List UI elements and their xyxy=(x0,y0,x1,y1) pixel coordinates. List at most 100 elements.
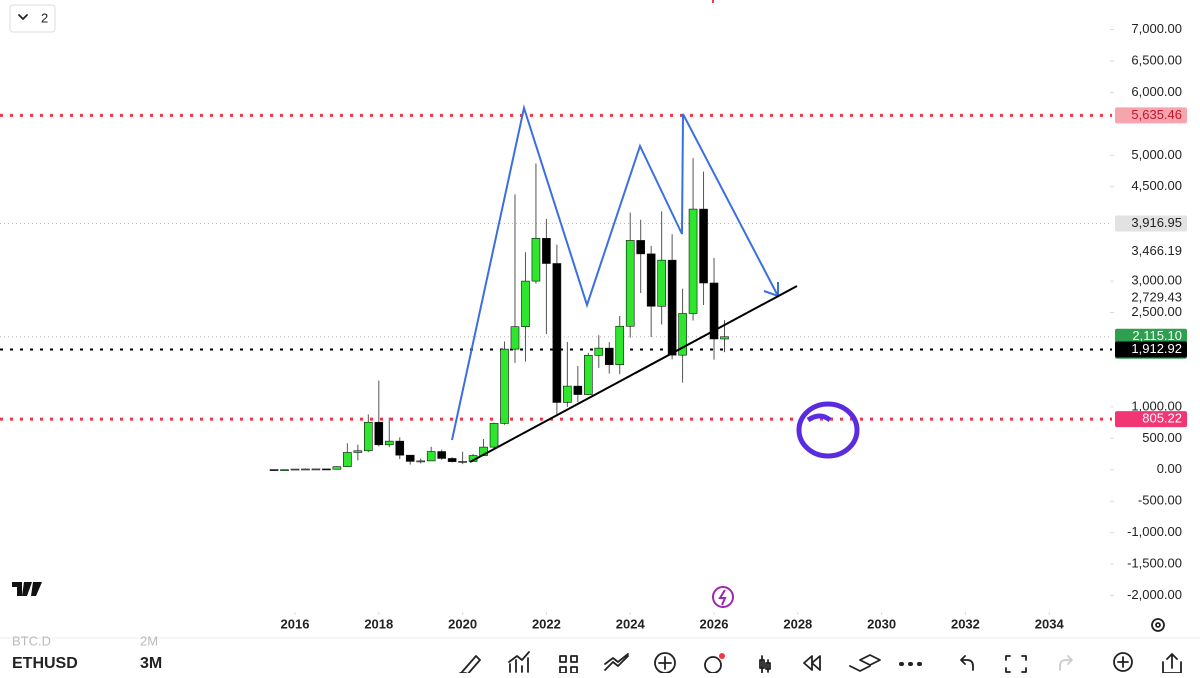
price-label: 3,466.19 xyxy=(1131,243,1182,258)
layout-button[interactable]: 2 xyxy=(9,4,56,33)
candle-body xyxy=(625,240,635,327)
zoom-tool[interactable] xyxy=(1113,652,1133,672)
logo[interactable] xyxy=(12,582,42,596)
candle-body xyxy=(311,468,321,471)
plot-area: 7,000.00 6,500.00 6,000.00 5,000.00 4,500.00… xyxy=(0,21,1187,631)
x-tick-label: 2022 xyxy=(532,616,561,631)
price-label: 1,912.92 xyxy=(1131,341,1182,356)
zoom-plus xyxy=(1117,656,1129,668)
price-label-box xyxy=(1115,411,1187,428)
y-tick-label: 7,000.00 xyxy=(1131,21,1182,36)
circle-stroke xyxy=(806,413,832,423)
fullscreen-tool[interactable] xyxy=(1005,655,1027,673)
y-tick-label: 1,000.00 xyxy=(1131,398,1182,413)
x-tick-label: 2018 xyxy=(364,616,393,631)
interval-faded[interactable]: 2M xyxy=(140,633,158,648)
x-tick-label: 2028 xyxy=(783,616,812,631)
redo-tool[interactable] xyxy=(1059,655,1073,671)
y-tick-label: 2,500.00 xyxy=(1131,304,1182,319)
candle-body xyxy=(584,355,593,395)
undo-tool[interactable] xyxy=(960,655,974,671)
candle-body xyxy=(416,460,426,463)
price-label-box xyxy=(1115,215,1187,232)
price-label-box xyxy=(1115,341,1187,358)
x-tick-label: 2024 xyxy=(616,616,646,631)
circle-drawing xyxy=(796,401,860,459)
alarm-dot xyxy=(719,653,725,659)
gear-icon xyxy=(1151,618,1165,632)
candle-body xyxy=(343,452,352,467)
candle-tool[interactable] xyxy=(759,655,771,674)
candle-body xyxy=(364,421,373,452)
alert-icon[interactable] xyxy=(712,586,734,608)
x-tick-label: 2030 xyxy=(867,616,896,631)
price-label: 3,916.95 xyxy=(1131,215,1182,230)
layers-tool[interactable] xyxy=(849,654,881,672)
x-tick-label: 2020 xyxy=(448,616,477,631)
candle-body xyxy=(395,440,405,456)
candle-body xyxy=(332,466,342,470)
candle-body xyxy=(405,454,415,462)
replay-tool[interactable] xyxy=(803,655,821,671)
x-tick-label: 2016 xyxy=(281,616,310,631)
candle-body xyxy=(290,468,300,471)
y-tick-label: 5,000.00 xyxy=(1131,147,1182,162)
x-tick-label: 2034 xyxy=(1035,616,1065,631)
marker xyxy=(712,0,714,3)
price-label: 805.22 xyxy=(1142,411,1182,426)
symbol[interactable]: ETHUSD xyxy=(12,655,78,672)
candle-body xyxy=(604,347,614,365)
candle-body xyxy=(563,385,572,403)
candle-body xyxy=(573,385,583,395)
trend-line xyxy=(469,285,798,463)
y-tick-label: -500.00 xyxy=(1138,493,1182,508)
toolbar xyxy=(459,651,1182,677)
y-tick-label: 500.00 xyxy=(1142,430,1182,445)
candle-body xyxy=(699,208,708,284)
zigzag-drawing xyxy=(451,104,779,441)
y-tick-label: 0.00 xyxy=(1157,461,1182,476)
candle-body xyxy=(646,253,656,307)
candle-body xyxy=(353,450,363,453)
y-tick-label: 4,500.00 xyxy=(1131,178,1182,193)
candle-body xyxy=(531,238,541,282)
candle-body xyxy=(437,451,446,459)
templates-tool[interactable] xyxy=(559,655,578,674)
candle-body xyxy=(542,238,551,264)
x-tick-label: 2026 xyxy=(700,616,729,631)
button-frame xyxy=(9,4,56,33)
candle-body xyxy=(322,468,331,471)
candle-body xyxy=(447,458,457,462)
interval[interactable]: 3M xyxy=(140,655,162,672)
settings-button[interactable] xyxy=(1151,618,1165,632)
candle-body xyxy=(688,208,698,314)
candle-body xyxy=(500,348,509,424)
candle-body xyxy=(384,440,394,446)
symbol-faded[interactable]: BTC.D xyxy=(12,633,51,648)
candle-body xyxy=(280,469,289,472)
candle-body xyxy=(301,468,310,471)
add-tool[interactable] xyxy=(654,652,676,674)
price-label: 5,635.46 xyxy=(1131,107,1182,122)
alarm-ring xyxy=(704,656,722,674)
candle-body xyxy=(678,313,687,356)
price-label: 2,729.43 xyxy=(1131,290,1182,305)
candle-body xyxy=(615,325,625,365)
candle-body xyxy=(458,461,467,463)
candle-body xyxy=(636,240,645,255)
alarm-tool[interactable] xyxy=(704,653,725,674)
indicator-tool[interactable] xyxy=(508,651,530,673)
layout-count: 2 xyxy=(41,10,48,25)
add-plus xyxy=(658,656,672,670)
draw-tool[interactable] xyxy=(459,655,481,677)
candle-body xyxy=(269,469,279,471)
y-tick-label: -2,000.00 xyxy=(1127,587,1182,602)
logo-shape xyxy=(12,582,42,596)
candle-body xyxy=(489,423,499,448)
y-tick-label: 6,500.00 xyxy=(1131,52,1182,67)
share-tool[interactable] xyxy=(1162,653,1182,674)
price-label-box xyxy=(1115,107,1187,124)
candle-body xyxy=(657,259,666,307)
x-tick-label: 2032 xyxy=(951,616,980,631)
compare-tool[interactable] xyxy=(604,653,629,671)
